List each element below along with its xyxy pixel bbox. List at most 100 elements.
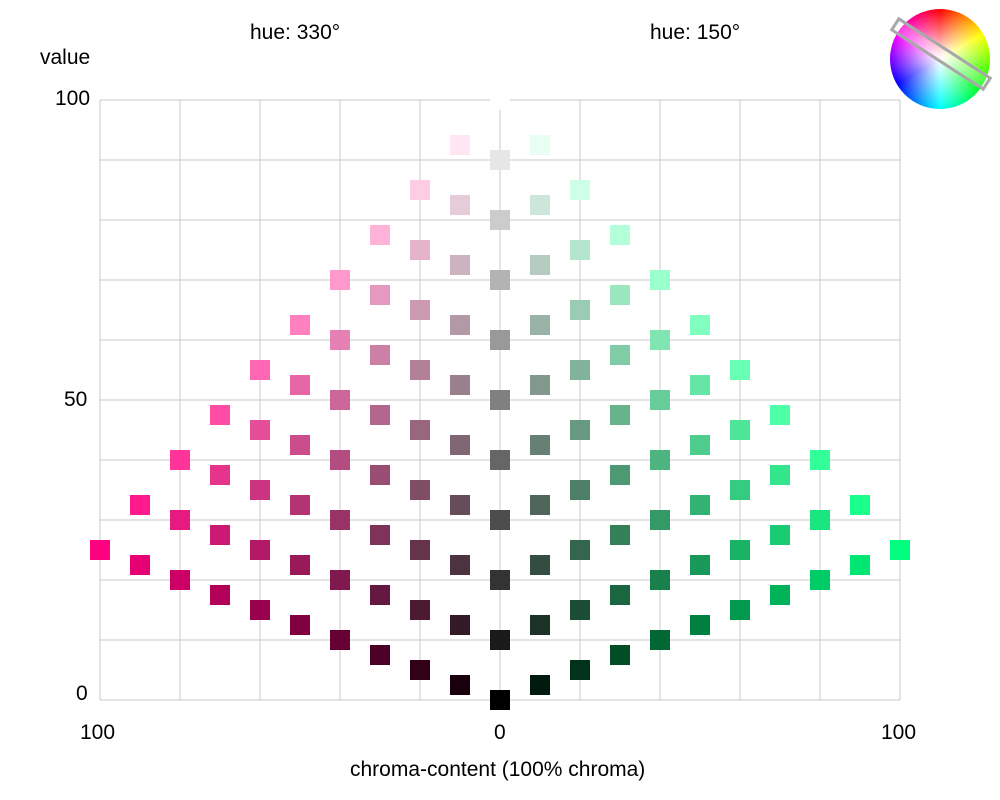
color-swatch bbox=[530, 615, 550, 635]
color-swatch bbox=[490, 570, 510, 590]
color-swatch bbox=[690, 615, 710, 635]
y-tick-label: 50 bbox=[64, 388, 88, 411]
color-swatch bbox=[490, 270, 510, 290]
color-swatch bbox=[370, 225, 390, 245]
color-swatch bbox=[530, 255, 550, 275]
color-swatch bbox=[570, 180, 590, 200]
color-swatch bbox=[730, 480, 750, 500]
color-swatch bbox=[610, 345, 630, 365]
color-swatch bbox=[250, 480, 270, 500]
color-swatch bbox=[250, 600, 270, 620]
color-swatch bbox=[490, 510, 510, 530]
color-swatch bbox=[490, 210, 510, 230]
color-swatch bbox=[610, 645, 630, 665]
color-swatch bbox=[810, 570, 830, 590]
color-swatch bbox=[810, 450, 830, 470]
color-swatch bbox=[130, 555, 150, 575]
color-swatch bbox=[410, 360, 430, 380]
color-swatch bbox=[410, 180, 430, 200]
color-swatch bbox=[330, 330, 350, 350]
color-swatch bbox=[570, 360, 590, 380]
color-swatch bbox=[490, 150, 510, 170]
color-swatch bbox=[490, 390, 510, 410]
color-swatch bbox=[330, 510, 350, 530]
color-swatch bbox=[570, 420, 590, 440]
color-swatch bbox=[370, 525, 390, 545]
color-swatch bbox=[210, 525, 230, 545]
color-swatch bbox=[570, 600, 590, 620]
color-swatch bbox=[530, 195, 550, 215]
hue-wheel-icon[interactable] bbox=[889, 8, 993, 112]
color-swatch bbox=[850, 495, 870, 515]
color-swatch bbox=[450, 195, 470, 215]
x-tick-label: 100 bbox=[80, 721, 116, 744]
color-swatch bbox=[690, 495, 710, 515]
color-swatch bbox=[330, 270, 350, 290]
color-swatch bbox=[770, 405, 790, 425]
color-swatch bbox=[530, 375, 550, 395]
color-swatch bbox=[450, 435, 470, 455]
color-swatch bbox=[530, 555, 550, 575]
color-swatch bbox=[170, 570, 190, 590]
y-tick-label: 100 bbox=[55, 87, 91, 110]
color-swatch bbox=[90, 540, 110, 560]
x-tick-label: 100 bbox=[881, 721, 917, 744]
color-swatch bbox=[250, 540, 270, 560]
hue-wheel-disc bbox=[890, 9, 990, 109]
color-swatch bbox=[410, 660, 430, 680]
color-swatch bbox=[170, 450, 190, 470]
color-swatch bbox=[490, 330, 510, 350]
color-swatch bbox=[650, 510, 670, 530]
color-swatch bbox=[490, 450, 510, 470]
color-swatch bbox=[690, 555, 710, 575]
color-swatch bbox=[650, 450, 670, 470]
x-tick-label: 0 bbox=[494, 721, 506, 744]
color-swatch bbox=[370, 465, 390, 485]
color-swatch bbox=[450, 675, 470, 695]
x-axis-label: chroma-content (100% chroma) bbox=[350, 758, 646, 781]
color-swatch bbox=[330, 570, 350, 590]
color-swatch bbox=[290, 555, 310, 575]
color-swatch bbox=[530, 675, 550, 695]
color-swatch bbox=[530, 315, 550, 335]
color-swatch bbox=[450, 495, 470, 515]
color-swatch bbox=[370, 645, 390, 665]
hue-right-label: hue: 150° bbox=[650, 21, 741, 44]
color-swatch bbox=[290, 375, 310, 395]
color-swatch bbox=[810, 510, 830, 530]
color-swatch bbox=[450, 315, 470, 335]
color-swatch bbox=[290, 615, 310, 635]
color-swatch bbox=[410, 540, 430, 560]
color-swatch bbox=[290, 435, 310, 455]
color-swatch bbox=[690, 375, 710, 395]
color-swatch bbox=[610, 225, 630, 245]
color-swatch bbox=[730, 420, 750, 440]
color-swatch bbox=[570, 300, 590, 320]
color-swatch bbox=[650, 630, 670, 650]
color-swatch bbox=[210, 585, 230, 605]
color-swatch bbox=[530, 135, 550, 155]
color-swatch bbox=[130, 495, 150, 515]
color-swatch bbox=[170, 510, 190, 530]
color-swatch bbox=[770, 585, 790, 605]
color-swatch bbox=[730, 360, 750, 380]
color-swatch bbox=[530, 495, 550, 515]
color-swatch bbox=[410, 600, 430, 620]
color-swatch bbox=[250, 360, 270, 380]
color-swatch bbox=[450, 255, 470, 275]
color-swatch bbox=[650, 570, 670, 590]
color-swatch bbox=[410, 300, 430, 320]
color-swatch bbox=[330, 450, 350, 470]
color-swatch bbox=[890, 540, 910, 560]
color-swatch bbox=[290, 495, 310, 515]
color-swatch bbox=[370, 405, 390, 425]
color-swatch bbox=[410, 480, 430, 500]
color-swatch bbox=[650, 390, 670, 410]
color-swatch bbox=[850, 555, 870, 575]
color-swatch bbox=[570, 240, 590, 260]
color-swatch bbox=[250, 420, 270, 440]
y-axis-label: value bbox=[40, 46, 91, 69]
color-swatch bbox=[690, 315, 710, 335]
